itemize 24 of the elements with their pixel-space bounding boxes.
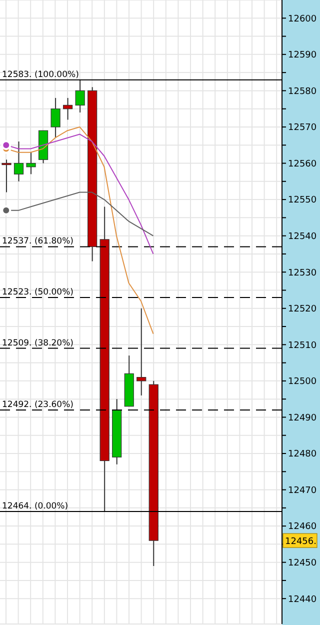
y-tick-label: 12460 (288, 522, 317, 532)
y-tick-label: 12530 (288, 268, 317, 278)
ref-line-label: 12509. (38.20%) (2, 338, 74, 348)
y-tick-label: 12510 (288, 340, 317, 351)
ref-line-label: 12464. (0.00%) (2, 502, 68, 512)
y-tick-label: 12570 (288, 123, 317, 134)
y-tick-label: 12480 (288, 450, 317, 460)
ref-line-label: 12583. (100.00%) (2, 70, 79, 80)
annotation: 12456. (285, 537, 316, 548)
y-tick-label: 12450 (288, 558, 317, 569)
y-tick-label: 12550 (288, 196, 317, 206)
y-tick-label: 12470 (288, 486, 317, 496)
y-tick-label: 12580 (288, 86, 317, 97)
y-tick-label: 12560 (288, 159, 317, 170)
y-tick-label: 12490 (288, 413, 317, 424)
y-tick-label: 12520 (288, 304, 317, 315)
ref-line-label: 12537. (61.80%) (2, 236, 74, 247)
y-tick-label: 12440 (288, 594, 317, 605)
y-tick-label: 12540 (288, 232, 317, 242)
y-tick-label: 12590 (288, 50, 317, 61)
y-tick-label: 12500 (288, 377, 317, 388)
y-tick-label: 12600 (288, 14, 317, 24)
ref-line-label: 12492. (23.60%) (2, 400, 74, 410)
ref-line-label: 12523. (50.00%) (2, 287, 74, 298)
